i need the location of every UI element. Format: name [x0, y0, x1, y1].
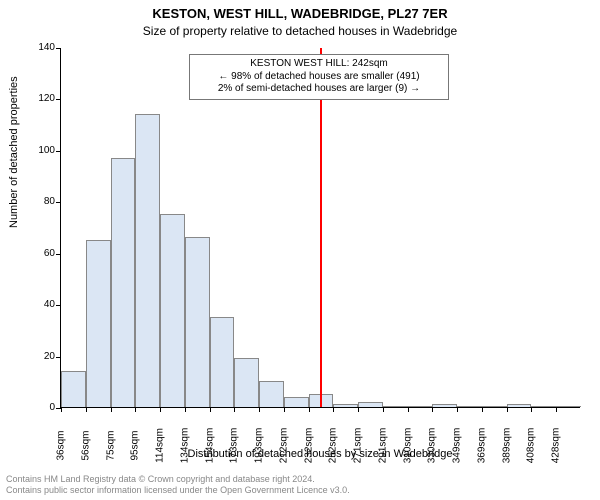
x-tick-mark [210, 407, 211, 412]
x-tick-mark [556, 407, 557, 412]
y-tick-label: 20 [25, 352, 55, 362]
x-tick-label: 193sqm [254, 416, 265, 476]
x-axis-label: Distribution of detached houses by size … [60, 448, 580, 460]
y-tick-mark [56, 254, 61, 255]
x-tick-label: 36sqm [56, 416, 67, 476]
annotation-line: KESTON WEST HILL: 242sqm [196, 58, 442, 71]
annotation-line: ← 98% of detached houses are smaller (49… [196, 71, 442, 84]
x-tick-label: 408sqm [526, 416, 537, 476]
histogram-bar [61, 371, 86, 407]
y-tick-mark [56, 151, 61, 152]
x-tick-label: 330sqm [427, 416, 438, 476]
x-tick-mark [61, 407, 62, 412]
x-tick-mark [86, 407, 87, 412]
x-tick-mark [432, 407, 433, 412]
y-tick-mark [56, 48, 61, 49]
x-tick-label: 389sqm [501, 416, 512, 476]
x-tick-mark [457, 407, 458, 412]
x-tick-mark [309, 407, 310, 412]
x-tick-mark [383, 407, 384, 412]
x-tick-label: 173sqm [229, 416, 240, 476]
y-tick-label: 100 [25, 146, 55, 156]
x-tick-mark [507, 407, 508, 412]
x-tick-label: 252sqm [328, 416, 339, 476]
footer-line2: Contains public sector information licen… [6, 485, 350, 496]
y-tick-label: 120 [25, 94, 55, 104]
y-tick-label: 60 [25, 249, 55, 259]
x-tick-label: 114sqm [155, 416, 166, 476]
x-tick-mark [531, 407, 532, 412]
x-tick-label: 75sqm [105, 416, 116, 476]
reference-line [320, 48, 322, 407]
x-tick-label: 154sqm [204, 416, 215, 476]
chart-container: KESTON, WEST HILL, WADEBRIDGE, PL27 7ER … [0, 0, 600, 500]
x-tick-mark [185, 407, 186, 412]
histogram-bar [358, 402, 383, 407]
histogram-bar [432, 404, 457, 407]
histogram-bar [160, 214, 185, 407]
y-tick-mark [56, 99, 61, 100]
y-tick-mark [56, 357, 61, 358]
histogram-bar [383, 406, 408, 407]
x-tick-mark [284, 407, 285, 412]
x-tick-label: 56sqm [80, 416, 91, 476]
x-tick-label: 369sqm [476, 416, 487, 476]
x-tick-label: 95sqm [130, 416, 141, 476]
annotation-box: KESTON WEST HILL: 242sqm← 98% of detache… [189, 54, 449, 100]
chart-title-line2: Size of property relative to detached ho… [0, 24, 600, 38]
x-tick-label: 428sqm [551, 416, 562, 476]
histogram-bar [556, 406, 581, 407]
histogram-bar [111, 158, 136, 407]
x-tick-label: 232sqm [303, 416, 314, 476]
histogram-bar [86, 240, 111, 407]
histogram-bar [234, 358, 259, 407]
histogram-bar [284, 397, 309, 407]
x-tick-mark [234, 407, 235, 412]
x-tick-label: 291sqm [377, 416, 388, 476]
y-tick-mark [56, 202, 61, 203]
x-tick-mark [333, 407, 334, 412]
x-tick-label: 271sqm [353, 416, 364, 476]
annotation-line: 2% of semi-detached houses are larger (9… [196, 83, 442, 96]
histogram-bar [185, 237, 210, 407]
footer-attribution: Contains HM Land Registry data © Crown c… [6, 474, 350, 496]
x-tick-mark [160, 407, 161, 412]
x-tick-label: 349sqm [452, 416, 463, 476]
histogram-bar [507, 404, 532, 407]
histogram-bar [333, 404, 358, 407]
histogram-bar [408, 406, 433, 407]
y-axis-label: Number of detached properties [8, 76, 20, 228]
x-tick-mark [135, 407, 136, 412]
histogram-bar [482, 406, 507, 407]
histogram-bar [135, 114, 160, 407]
x-tick-label: 212sqm [278, 416, 289, 476]
plot-area: 02040608010012014036sqm56sqm75sqm95sqm11… [60, 48, 580, 408]
y-tick-mark [56, 305, 61, 306]
footer-line1: Contains HM Land Registry data © Crown c… [6, 474, 350, 485]
x-tick-label: 310sqm [402, 416, 413, 476]
x-tick-mark [482, 407, 483, 412]
x-tick-mark [259, 407, 260, 412]
histogram-bar [210, 317, 235, 407]
x-tick-label: 134sqm [179, 416, 190, 476]
histogram-bar [531, 406, 556, 407]
histogram-bar [457, 406, 482, 407]
chart-title-line1: KESTON, WEST HILL, WADEBRIDGE, PL27 7ER [0, 6, 600, 21]
x-tick-mark [408, 407, 409, 412]
histogram-bar [259, 381, 284, 407]
x-tick-mark [111, 407, 112, 412]
x-tick-mark [358, 407, 359, 412]
y-tick-label: 0 [25, 403, 55, 413]
y-tick-label: 140 [25, 43, 55, 53]
y-tick-label: 80 [25, 197, 55, 207]
y-tick-label: 40 [25, 300, 55, 310]
